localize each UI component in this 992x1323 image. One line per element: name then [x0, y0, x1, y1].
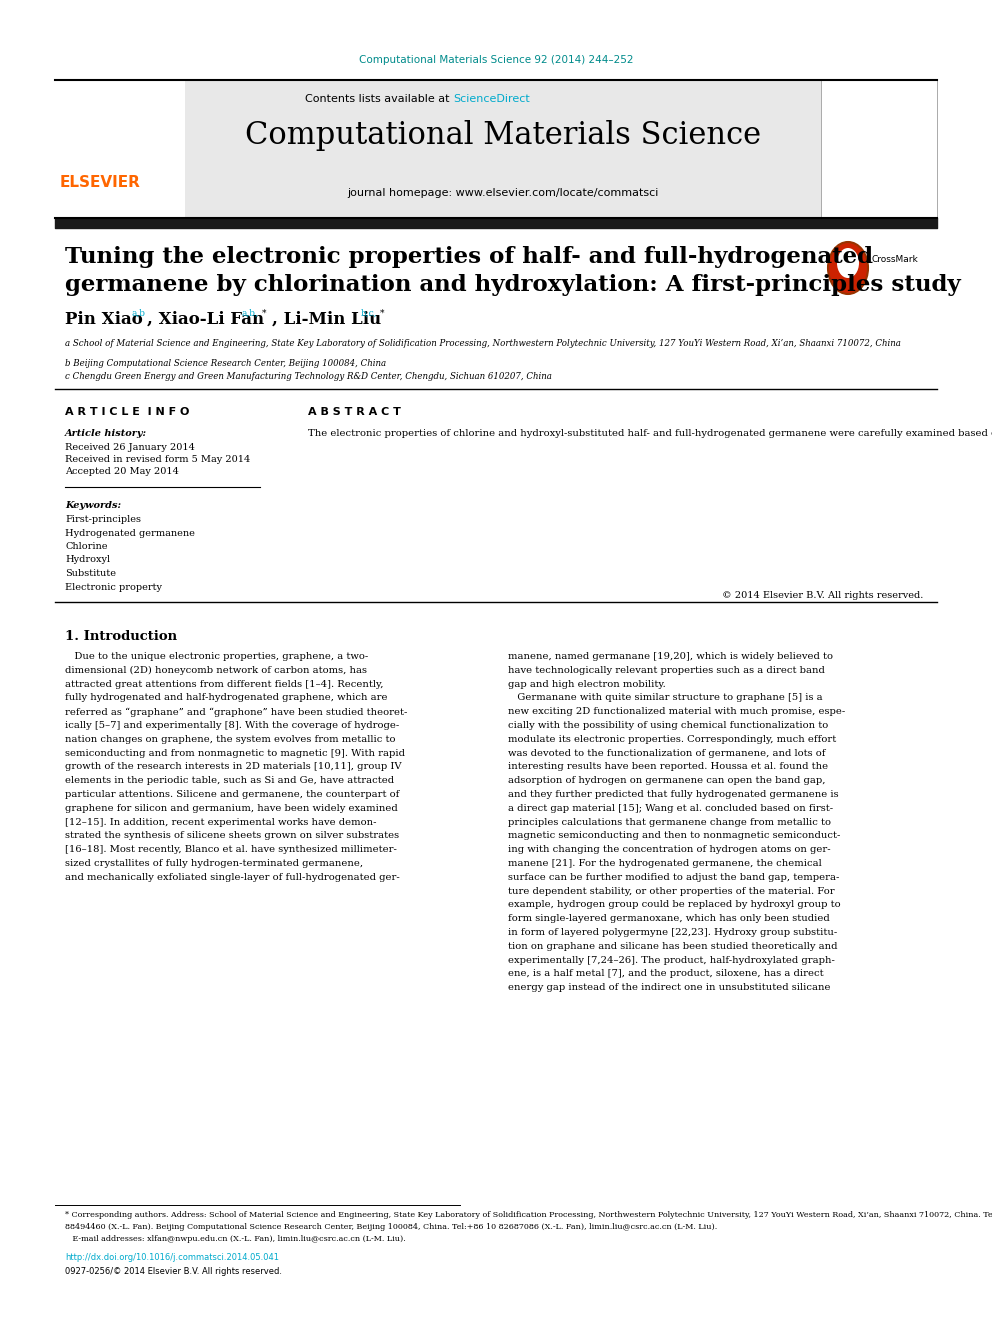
Text: c Chengdu Green Energy and Green Manufacturing Technology R&D Center, Chengdu, S: c Chengdu Green Energy and Green Manufac… [65, 372, 552, 381]
Text: experimentally [7,24–26]. The product, half-hydroxylated graph-: experimentally [7,24–26]. The product, h… [508, 955, 835, 964]
Text: and mechanically exfoliated single-layer of full-hydrogenated ger-: and mechanically exfoliated single-layer… [65, 873, 400, 882]
Text: growth of the research interests in 2D materials [10,11], group IV: growth of the research interests in 2D m… [65, 762, 402, 771]
Text: magnetic semiconducting and then to nonmagnetic semiconduct-: magnetic semiconducting and then to nonm… [508, 831, 840, 840]
Text: graphene for silicon and germanium, have been widely examined: graphene for silicon and germanium, have… [65, 804, 398, 812]
Text: a direct gap material [15]; Wang et al. concluded based on first-: a direct gap material [15]; Wang et al. … [508, 804, 833, 812]
Text: modulate its electronic properties. Correspondingly, much effort: modulate its electronic properties. Corr… [508, 734, 836, 744]
Text: referred as “graphane” and “graphone” have been studied theoret-: referred as “graphane” and “graphone” ha… [65, 708, 408, 717]
Text: ing with changing the concentration of hydrogen atoms on ger-: ing with changing the concentration of h… [508, 845, 830, 855]
Text: germanene by chlorination and hydroxylation: A first-principles study: germanene by chlorination and hydroxylat… [65, 274, 960, 296]
Text: The electronic properties of chlorine and hydroxyl-substituted half- and full-hy: The electronic properties of chlorine an… [308, 429, 992, 438]
Text: surface can be further modified to adjust the band gap, tempera-: surface can be further modified to adjus… [508, 873, 839, 882]
Text: have technologically relevant properties such as a direct band: have technologically relevant properties… [508, 665, 825, 675]
Text: journal homepage: www.elsevier.com/locate/commatsci: journal homepage: www.elsevier.com/locat… [347, 188, 659, 198]
Text: * Corresponding authors. Address: School of Material Science and Engineering, St: * Corresponding authors. Address: School… [65, 1211, 992, 1218]
Text: , Li-Min Liu: , Li-Min Liu [272, 311, 381, 328]
Text: Accepted 20 May 2014: Accepted 20 May 2014 [65, 467, 179, 476]
Text: Keywords:: Keywords: [65, 501, 121, 509]
FancyBboxPatch shape [821, 79, 937, 218]
Text: Substitute: Substitute [65, 569, 116, 578]
Text: a School of Material Science and Engineering, State Key Laboratory of Solidifica: a School of Material Science and Enginee… [65, 339, 901, 348]
FancyBboxPatch shape [185, 79, 821, 218]
Text: b Beijing Computational Science Research Center, Beijing 100084, China: b Beijing Computational Science Research… [65, 359, 386, 368]
Text: Received in revised form 5 May 2014: Received in revised form 5 May 2014 [65, 455, 250, 464]
Text: attracted great attentions from different fields [1–4]. Recently,: attracted great attentions from differen… [65, 680, 384, 688]
Text: Due to the unique electronic properties, graphene, a two-: Due to the unique electronic properties,… [65, 652, 368, 662]
Text: a,b,: a,b, [242, 310, 259, 318]
Text: A B S T R A C T: A B S T R A C T [308, 407, 401, 417]
Text: ELSEVIER: ELSEVIER [60, 175, 141, 191]
Text: *: * [262, 310, 267, 318]
Text: elements in the periodic table, such as Si and Ge, have attracted: elements in the periodic table, such as … [65, 777, 394, 785]
Text: tion on graphane and silicane has been studied theoretically and: tion on graphane and silicane has been s… [508, 942, 837, 951]
Text: Hydroxyl: Hydroxyl [65, 556, 110, 565]
Text: 1. Introduction: 1. Introduction [65, 630, 178, 643]
Text: particular attentions. Silicene and germanene, the counterpart of: particular attentions. Silicene and germ… [65, 790, 400, 799]
Text: in form of layered polygermyne [22,23]. Hydroxy group substitu-: in form of layered polygermyne [22,23]. … [508, 927, 837, 937]
Text: ScienceDirect: ScienceDirect [453, 94, 530, 105]
Text: fully hydrogenated and half-hydrogenated graphene, which are: fully hydrogenated and half-hydrogenated… [65, 693, 388, 703]
Text: *: * [380, 310, 385, 318]
Text: new exciting 2D functionalized material with much promise, espe-: new exciting 2D functionalized material … [508, 708, 845, 716]
Text: a,b: a,b [131, 310, 145, 318]
Text: © 2014 Elsevier B.V. All rights reserved.: © 2014 Elsevier B.V. All rights reserved… [721, 591, 923, 601]
Text: and they further predicted that fully hydrogenated germanene is: and they further predicted that fully hy… [508, 790, 838, 799]
Text: Article history:: Article history: [65, 429, 147, 438]
Text: Tuning the electronic properties of half- and full-hydrogenated: Tuning the electronic properties of half… [65, 246, 873, 269]
Text: Received 26 January 2014: Received 26 January 2014 [65, 443, 194, 452]
Text: dimensional (2D) honeycomb network of carbon atoms, has: dimensional (2D) honeycomb network of ca… [65, 665, 367, 675]
Text: Pin Xiao: Pin Xiao [65, 311, 143, 328]
Text: cially with the possibility of using chemical functionalization to: cially with the possibility of using che… [508, 721, 828, 730]
Text: Contents lists available at: Contents lists available at [305, 94, 453, 105]
Text: A R T I C L E  I N F O: A R T I C L E I N F O [65, 407, 189, 417]
Text: manene, named germanane [19,20], which is widely believed to: manene, named germanane [19,20], which i… [508, 652, 833, 662]
Text: was devoted to the functionalization of germanene, and lots of: was devoted to the functionalization of … [508, 749, 825, 758]
Text: b,c,: b,c, [361, 310, 378, 318]
Ellipse shape [828, 242, 868, 294]
Text: 88494460 (X.-L. Fan). Beijing Computational Science Research Center, Beijing 100: 88494460 (X.-L. Fan). Beijing Computatio… [65, 1222, 717, 1230]
Text: semiconducting and from nonmagnetic to magnetic [9]. With rapid: semiconducting and from nonmagnetic to m… [65, 749, 405, 758]
Text: nation changes on graphene, the system evolves from metallic to: nation changes on graphene, the system e… [65, 734, 396, 744]
Text: Electronic property: Electronic property [65, 582, 162, 591]
Text: energy gap instead of the indirect one in unsubstituted silicane: energy gap instead of the indirect one i… [508, 983, 830, 992]
Text: manene [21]. For the hydrogenated germanene, the chemical: manene [21]. For the hydrogenated german… [508, 859, 821, 868]
Text: interesting results have been reported. Houssa et al. found the: interesting results have been reported. … [508, 762, 828, 771]
Text: strated the synthesis of silicene sheets grown on silver substrates: strated the synthesis of silicene sheets… [65, 831, 399, 840]
Text: Germanane with quite similar structure to graphane [5] is a: Germanane with quite similar structure t… [508, 693, 822, 703]
Text: principles calculations that germanene change from metallic to: principles calculations that germanene c… [508, 818, 831, 827]
Text: , Xiao-Li Fan: , Xiao-Li Fan [147, 311, 264, 328]
Ellipse shape [837, 247, 859, 278]
Text: CrossMark: CrossMark [872, 255, 919, 265]
FancyBboxPatch shape [55, 79, 185, 218]
Text: Chlorine: Chlorine [65, 542, 107, 550]
Text: ture dependent stability, or other properties of the material. For: ture dependent stability, or other prope… [508, 886, 834, 896]
Text: sized crystallites of fully hydrogen-terminated germanene,: sized crystallites of fully hydrogen-ter… [65, 859, 363, 868]
Text: Hydrogenated germanene: Hydrogenated germanene [65, 528, 194, 537]
Text: First-principles: First-principles [65, 515, 141, 524]
Text: 0927-0256/© 2014 Elsevier B.V. All rights reserved.: 0927-0256/© 2014 Elsevier B.V. All right… [65, 1267, 282, 1275]
Text: form single-layered germanoxane, which has only been studied: form single-layered germanoxane, which h… [508, 914, 829, 923]
Text: [12–15]. In addition, recent experimental works have demon-: [12–15]. In addition, recent experimenta… [65, 818, 377, 827]
Text: gap and high electron mobility.: gap and high electron mobility. [508, 680, 666, 688]
Text: [16–18]. Most recently, Blanco et al. have synthesized millimeter-: [16–18]. Most recently, Blanco et al. ha… [65, 845, 397, 855]
Text: http://dx.doi.org/10.1016/j.commatsci.2014.05.041: http://dx.doi.org/10.1016/j.commatsci.20… [65, 1253, 279, 1262]
Text: ene, is a half metal [7], and the product, siloxene, has a direct: ene, is a half metal [7], and the produc… [508, 970, 823, 979]
Text: ically [5–7] and experimentally [8]. With the coverage of hydroge-: ically [5–7] and experimentally [8]. Wit… [65, 721, 399, 730]
Text: Computational Materials Science 92 (2014) 244–252: Computational Materials Science 92 (2014… [359, 56, 633, 65]
Text: E-mail addresses: xlfan@nwpu.edu.cn (X.-L. Fan), limin.liu@csrc.ac.cn (L-M. Liu): E-mail addresses: xlfan@nwpu.edu.cn (X.-… [65, 1234, 406, 1244]
Text: adsorption of hydrogen on germanene can open the band gap,: adsorption of hydrogen on germanene can … [508, 777, 825, 785]
Text: example, hydrogen group could be replaced by hydroxyl group to: example, hydrogen group could be replace… [508, 901, 840, 909]
Text: Computational Materials Science: Computational Materials Science [245, 120, 761, 151]
